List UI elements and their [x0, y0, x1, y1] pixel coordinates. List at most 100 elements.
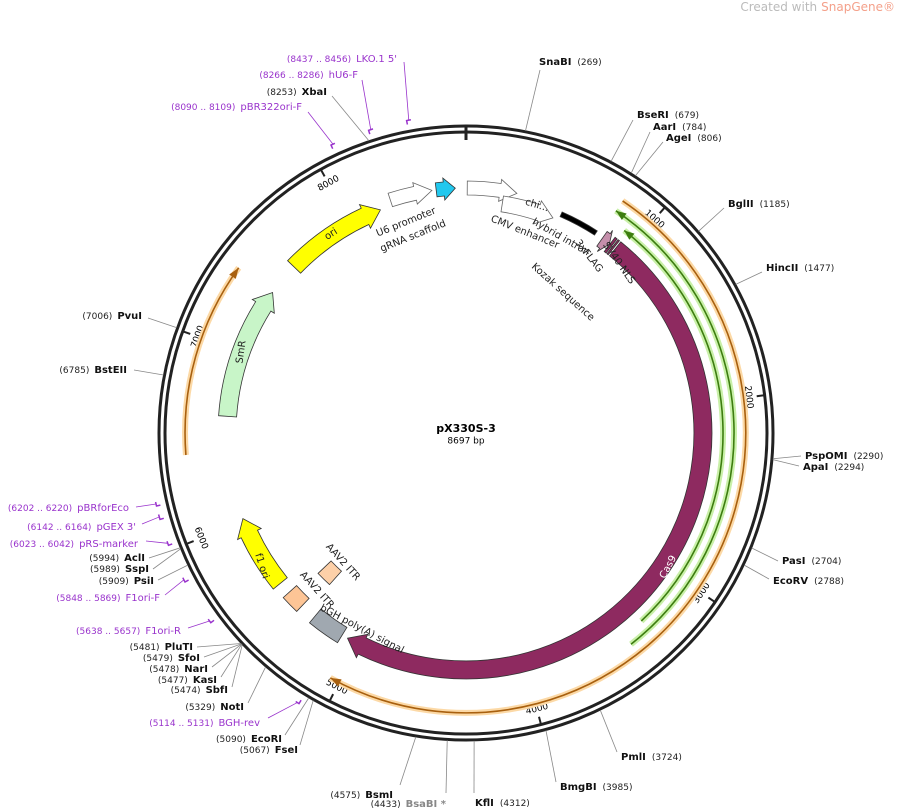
site-name: PluTI: [165, 642, 193, 653]
site-leader: [735, 271, 763, 285]
site-name: BsmI: [365, 790, 393, 801]
site-label: (5478) NarI: [149, 664, 208, 675]
site-leader: [610, 119, 634, 162]
site-name: AgeI: [666, 133, 691, 144]
site-name: AarI: [653, 122, 676, 133]
site-name: HincII: [766, 263, 798, 274]
primer-label: (8090 .. 8109) pBR322ori-F: [171, 102, 302, 113]
site-leader: [147, 317, 177, 329]
site-position: (1185): [760, 200, 790, 210]
feature: [308, 608, 348, 644]
site-name: BmgBI: [560, 782, 597, 793]
site-label: PasI (2704): [782, 556, 841, 567]
primer-leader: [164, 579, 185, 596]
watermark: Created with SnapGene®: [740, 0, 895, 14]
site-name: NotI: [220, 702, 244, 713]
site-leader: [284, 697, 310, 736]
primer-mark: [166, 540, 173, 547]
site-leader: [772, 455, 802, 460]
primer-mark: [330, 142, 336, 150]
primer-range: (8437 .. 8456): [287, 55, 351, 65]
ruler-tick: [319, 168, 326, 177]
feature: [287, 204, 381, 274]
primer-label: (8437 .. 8456) LKO.1 5': [287, 54, 397, 65]
site-leader: [211, 643, 242, 668]
site-name: SfoI: [178, 653, 200, 664]
site-label: (4433) BsaBI *: [371, 799, 447, 810]
site-position: (5481): [130, 643, 160, 653]
site-label: (5909) PsiI: [99, 576, 154, 587]
site-label: EcoRV (2788): [773, 576, 844, 587]
orf-head: [615, 210, 627, 220]
feature: [282, 585, 310, 612]
site-name: SbfI: [206, 685, 228, 696]
site-position: (3985): [603, 783, 633, 793]
plasmid-length: 8697 bp: [447, 437, 484, 447]
site-leader: [635, 141, 664, 177]
site-name: KasI: [193, 675, 217, 686]
feature-label: Kozak sequence: [529, 261, 596, 323]
watermark-text: Created with: [740, 0, 817, 14]
site-leader: [599, 710, 618, 753]
site-position: (679): [675, 111, 699, 121]
site-position: (269): [577, 58, 601, 68]
site-label: (5479) SfoI: [143, 653, 200, 664]
site-position: (4433): [371, 800, 401, 810]
site-name: KflI: [475, 798, 494, 809]
site-leader: [157, 564, 188, 581]
orf-line: [184, 267, 240, 456]
primer-name: pRS-marker: [79, 539, 139, 550]
site-label: (6785) BstEII: [59, 365, 127, 376]
ruler-tick: [328, 693, 335, 702]
primer-name: pGEX 3': [96, 522, 136, 533]
orf-line: [329, 200, 747, 714]
primer-label: (6142 .. 6164) pGEX 3': [27, 522, 136, 533]
ruler-tick: [538, 716, 542, 725]
primer-range: (5848 .. 5869): [56, 594, 120, 604]
site-leader: [299, 700, 314, 746]
site-position: (2704): [811, 557, 841, 567]
site-position: (5478): [149, 665, 179, 675]
site-position: (806): [697, 134, 721, 144]
primer-label: (5848 .. 5869) F1ori-F: [56, 593, 160, 604]
primer-name: pBRforEco: [77, 503, 129, 514]
site-label: (8253) XbaI: [267, 87, 327, 98]
site-leader: [751, 547, 779, 562]
site-label: (5329) NotI: [185, 702, 244, 713]
site-label: AgeI (806): [666, 133, 722, 144]
site-leader: [698, 207, 725, 232]
site-label: BmgBI (3985): [560, 782, 632, 793]
site-leader: [744, 564, 770, 580]
primer-label: (5114 .. 5131) BGH-rev: [149, 718, 260, 729]
site-leader: [399, 736, 417, 786]
site-leader: [133, 369, 164, 376]
feature: [387, 181, 433, 208]
primer-mark: [207, 618, 215, 624]
site-position: (2788): [814, 577, 844, 587]
primer-leader: [403, 61, 410, 121]
feature: [237, 518, 288, 590]
site-name: PvuI: [117, 311, 142, 322]
primer-name: hU6-F: [329, 70, 359, 81]
site-label: (5989) SspI: [90, 564, 149, 575]
site-name: SspI: [125, 564, 149, 575]
feature: [500, 195, 554, 225]
primer-name: LKO.1 5': [356, 54, 397, 65]
primer-leader: [145, 540, 168, 544]
site-name: PmlI: [621, 752, 646, 763]
ruler-label: 8000: [316, 174, 341, 194]
primer-leader: [307, 111, 334, 145]
primer-mark: [157, 514, 165, 521]
feature: [606, 239, 621, 256]
primer-leader: [267, 702, 298, 719]
plasmid-name: pX330S-3: [436, 422, 495, 435]
site-leader: [152, 548, 181, 570]
primer-range: (6202 .. 6220): [8, 504, 72, 514]
site-position: (4575): [330, 791, 360, 801]
site-label: (5474) SbfI: [171, 685, 228, 696]
site-position: (5479): [143, 654, 173, 664]
ruler-tick: [185, 540, 195, 545]
primer-leader: [187, 620, 210, 629]
feature: [559, 211, 598, 236]
ruler-tick: [658, 206, 666, 214]
